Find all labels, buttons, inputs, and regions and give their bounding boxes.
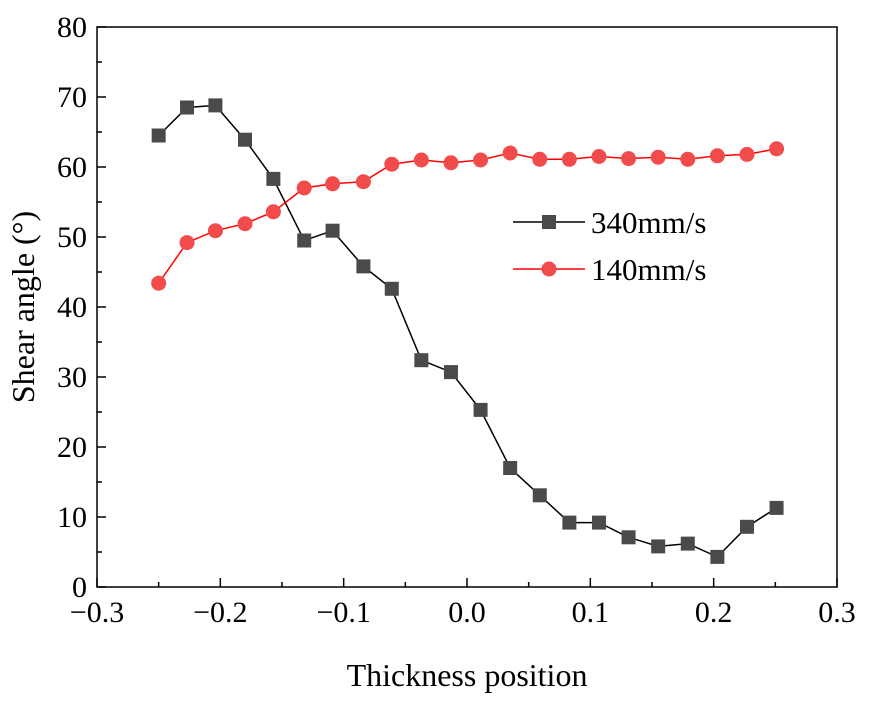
data-point [621,151,637,167]
data-point [680,151,696,167]
data-point [325,176,341,192]
data-point [680,536,695,551]
x-tick-label: 0.3 [818,596,856,629]
data-point [532,151,548,167]
legend-label: 140mm/s [591,252,706,287]
legend-item: 340mm/s [513,205,706,240]
data-point [413,152,429,168]
y-tick-label: 40 [57,291,87,324]
data-point [561,151,577,167]
x-tick-label: −0.3 [70,596,124,629]
data-point [473,402,488,417]
y-axis: 0 10 20 30 40 50 60 70 80 [57,11,106,604]
legend: 340mm/s 140mm/s [513,205,706,287]
data-point [503,461,518,475]
y-tick-label: 50 [57,221,87,254]
x-tick-label: 0.0 [448,596,486,629]
x-tick-label: −0.2 [193,596,247,629]
y-tick-label: 10 [57,501,87,534]
data-point [325,223,340,238]
data-point [739,146,755,162]
x-tick-label: 0.2 [695,596,733,629]
data-point [591,149,607,164]
series-line [158,104,777,558]
x-axis: −0.3 −0.2 −0.1 0.0 0.1 0.2 0.3 [70,578,856,629]
x-axis-title: Thickness position [347,657,588,693]
plot-area-frame [96,26,838,588]
legend-item: 140mm/s [513,252,706,287]
data-point [297,233,312,248]
y-tick-label: 30 [57,361,87,394]
data-point [179,235,195,251]
y-tick-label: 80 [57,11,87,44]
x-tick-label: 0.1 [572,596,610,629]
y-tick-label: 20 [57,431,87,464]
data-point [709,148,725,164]
data-point [473,152,489,168]
data-point [562,515,577,530]
data-point [739,519,754,534]
data-point [265,204,281,220]
data-point [710,549,725,564]
data-point [443,365,458,380]
legend-label: 340mm/s [591,205,706,240]
series-line [158,148,777,284]
data-point [443,155,459,171]
data-point [384,156,400,172]
data-point [769,141,785,157]
data-point [384,281,399,296]
data-point [532,488,547,503]
data-point [651,539,666,554]
data-point [207,223,223,239]
data-point [237,216,253,232]
y-tick-label: 70 [57,81,87,114]
legend-marker [542,215,556,229]
x-tick-label: −0.1 [316,596,370,629]
legend-marker [541,261,557,277]
data-point [266,171,281,186]
data-point [151,275,167,291]
data-point [650,149,666,165]
series-140mms [151,141,785,291]
y-axis-title: Shear angle (°) [5,211,41,403]
data-point [502,145,518,161]
data-point [769,500,784,515]
data-point [296,180,312,196]
data-point [356,259,371,274]
y-tick-label: 0 [72,571,87,604]
data-point [621,530,636,545]
series-layer [151,98,785,564]
data-point [238,132,252,147]
data-point [355,174,371,190]
data-point [208,98,223,113]
data-point [151,128,166,143]
data-point [180,100,195,115]
series-340mms [151,98,784,564]
y-tick-label: 60 [57,151,87,184]
data-point [414,353,429,368]
data-point [591,515,606,530]
